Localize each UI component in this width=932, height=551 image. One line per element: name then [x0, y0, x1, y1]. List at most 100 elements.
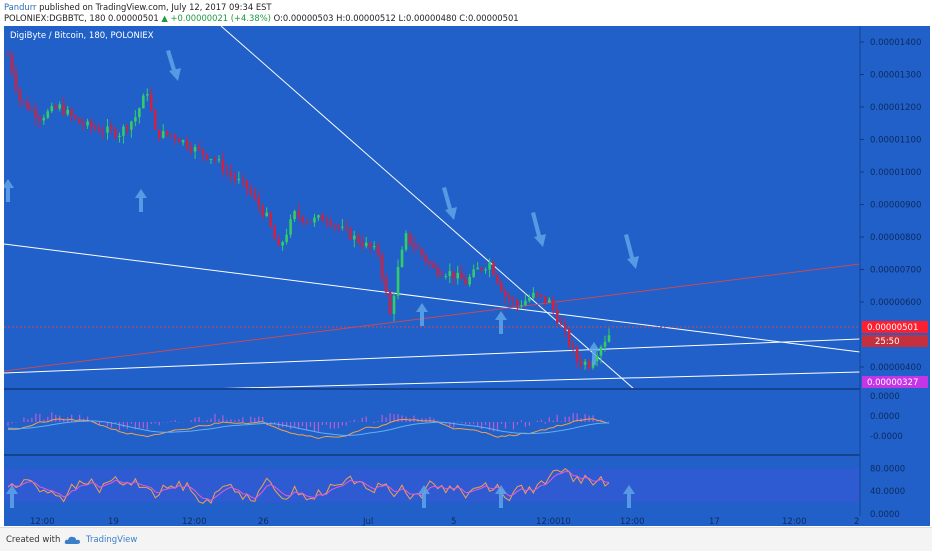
- candle-body: [189, 147, 193, 152]
- candle-body: [524, 300, 527, 306]
- down-arrow-icon[interactable]: [531, 212, 546, 247]
- down-arrow-icon[interactable]: [442, 187, 457, 220]
- candle-body: [352, 235, 356, 240]
- price-axis[interactable]: 0.00001400 0.00001300 0.00001200 0.00001100…: [860, 38, 921, 373]
- down-arrow-icon[interactable]: [166, 50, 181, 81]
- tradingview-brand[interactable]: TradingView: [86, 535, 138, 545]
- candle-body: [126, 126, 129, 130]
- candle-body: [142, 95, 145, 109]
- candle-body: [520, 305, 523, 307]
- arrow-head: [495, 485, 507, 494]
- bottom-trendline[interactable]: [203, 371, 861, 390]
- candle-body: [205, 154, 209, 160]
- candle-body: [464, 279, 467, 285]
- candle-body: [516, 300, 519, 306]
- candle-body: [221, 159, 225, 172]
- candle-body: [253, 193, 257, 198]
- author-link[interactable]: Pandurr: [4, 2, 37, 12]
- candle-body: [329, 221, 332, 226]
- candle-body: [173, 135, 177, 139]
- y-tick-label: 0.00000600: [870, 298, 921, 308]
- time-axis[interactable]: 12:00 19 12:00 26 Jul 5 12:00 10 12:00 17 12:00 2: [30, 517, 859, 527]
- symbol-info: POLONIEX:DGBBTC, 180 0.00000501: [4, 13, 159, 23]
- candle-body: [468, 276, 471, 285]
- chart-area[interactable]: DigiByte / Bitcoin, 180, POLONIEX 0.0000…: [2, 25, 930, 527]
- x-tick-label: Jul: [362, 517, 373, 526]
- up-arrow-icon[interactable]: [623, 485, 635, 508]
- up-arrow-icon[interactable]: [6, 485, 18, 508]
- candle-body: [460, 272, 464, 280]
- candle-body: [472, 269, 475, 277]
- candle-body: [30, 109, 34, 111]
- y-tick-label: 0.00000800: [870, 233, 921, 243]
- arrow-shaft: [531, 212, 542, 240]
- arrow-head: [534, 234, 546, 247]
- arrow-shaft: [6, 186, 10, 202]
- candle-body: [289, 219, 292, 235]
- arrow-shaft: [592, 349, 596, 365]
- arrow-head: [418, 485, 430, 494]
- candle-body: [285, 234, 288, 243]
- candle-body: [58, 104, 62, 109]
- lower-trendline[interactable]: [3, 338, 861, 374]
- countdown-marker: [862, 335, 928, 347]
- down-arrow-icon[interactable]: [624, 234, 639, 269]
- up-arrow-icon[interactable]: [588, 342, 600, 365]
- candle-body: [66, 109, 69, 115]
- publish-info: published on TradingView.com, July 12, 2…: [36, 2, 272, 12]
- candle-body: [575, 347, 579, 362]
- candle-body: [225, 171, 229, 173]
- up-arrow-icon[interactable]: [418, 485, 430, 508]
- candle-body: [408, 233, 412, 244]
- candle-body: [420, 248, 424, 256]
- candle-body: [368, 242, 372, 248]
- candle-body: [110, 126, 113, 130]
- candle-body: [452, 271, 456, 279]
- countdown-label: 25:50: [875, 337, 900, 347]
- x-tick-label: 2: [854, 517, 859, 526]
- candle-body: [257, 197, 261, 207]
- candle-body: [484, 269, 487, 271]
- x-tick-label: 12:00: [782, 517, 807, 526]
- candle-body: [293, 211, 296, 220]
- candle-body: [86, 121, 89, 126]
- candle-body: [134, 117, 137, 122]
- candle-body: [209, 158, 213, 160]
- x-tick-label: 12:00: [536, 517, 561, 526]
- up-arrow-icon[interactable]: [2, 179, 14, 202]
- arrow-shaft: [499, 492, 503, 508]
- chart-canvas[interactable]: DigiByte / Bitcoin, 180, POLONIEX 0.0000…: [2, 25, 930, 527]
- y-tick-label: 0.00001400: [870, 38, 921, 48]
- up-arrow-icon[interactable]: [495, 311, 507, 334]
- candle-body: [305, 221, 308, 223]
- candle-body: [146, 94, 149, 96]
- candle-body: [448, 271, 452, 276]
- red-channel-line[interactable]: [3, 263, 861, 372]
- candle-body: [400, 249, 404, 268]
- level-marker: [862, 376, 928, 388]
- upper-support-line[interactable]: [3, 243, 861, 353]
- candle-body: [301, 216, 304, 222]
- candle-body: [245, 180, 249, 189]
- candle-body: [297, 211, 300, 217]
- stoch-d-line: [7, 471, 610, 502]
- candle-body: [587, 361, 591, 368]
- candle-body: [325, 221, 328, 223]
- candle-body: [38, 117, 42, 121]
- arrow-shaft: [139, 196, 143, 212]
- candle-body: [165, 131, 169, 136]
- candle-body: [90, 121, 93, 128]
- candle-body: [10, 55, 14, 73]
- candle-body: [46, 111, 50, 118]
- candle-body: [118, 135, 121, 137]
- candle-body: [492, 262, 495, 276]
- candle-body: [337, 225, 340, 228]
- y-tick-label: 0.00001100: [870, 136, 921, 146]
- up-arrow-icon[interactable]: [416, 303, 428, 326]
- symbol-line: POLONIEX:DGBBTC, 180 0.00000501 ▲ +0.000…: [4, 13, 519, 23]
- x-tick-label: 26: [258, 517, 269, 526]
- up-arrow-icon[interactable]: [495, 485, 507, 508]
- candle-body: [265, 212, 268, 217]
- up-arrow-icon[interactable]: [135, 189, 147, 212]
- candle-body: [428, 261, 432, 264]
